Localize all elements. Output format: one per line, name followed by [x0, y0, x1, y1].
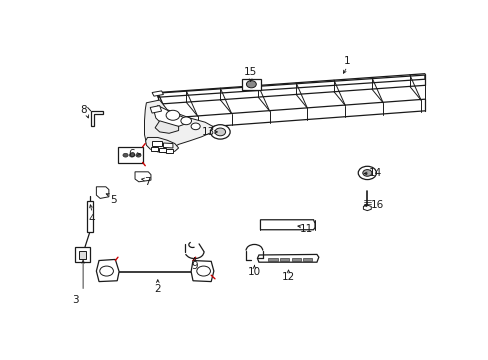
Circle shape [181, 117, 191, 125]
Bar [291, 258, 301, 261]
Circle shape [166, 110, 180, 120]
Polygon shape [145, 138, 178, 153]
Text: 7: 7 [144, 177, 150, 187]
Text: 14: 14 [368, 168, 382, 179]
Bar [87, 201, 93, 232]
Circle shape [215, 128, 225, 136]
Text: 6: 6 [128, 149, 134, 159]
Polygon shape [144, 100, 212, 151]
Circle shape [246, 81, 256, 88]
Circle shape [191, 123, 200, 130]
Polygon shape [96, 187, 109, 198]
Polygon shape [135, 172, 151, 182]
Circle shape [358, 166, 376, 180]
Text: 4: 4 [89, 214, 95, 224]
Text: 9: 9 [191, 261, 198, 271]
Polygon shape [152, 91, 163, 96]
Polygon shape [191, 261, 213, 282]
Polygon shape [158, 75, 424, 97]
Bar [118, 147, 142, 163]
Bar [79, 251, 86, 260]
Text: 15: 15 [244, 67, 257, 77]
Bar [159, 148, 165, 152]
Text: 10: 10 [247, 267, 261, 277]
Bar [241, 79, 261, 90]
Bar [279, 258, 288, 261]
Polygon shape [90, 111, 102, 126]
Circle shape [122, 153, 128, 157]
Text: 1: 1 [343, 56, 350, 66]
Bar [268, 258, 277, 261]
Polygon shape [96, 260, 119, 282]
Text: 11: 11 [300, 224, 313, 234]
Text: 2: 2 [154, 284, 161, 293]
Polygon shape [260, 220, 314, 230]
Polygon shape [155, 121, 178, 133]
Circle shape [129, 153, 134, 157]
Bar [75, 247, 90, 262]
Text: 8: 8 [80, 105, 86, 115]
Polygon shape [150, 105, 161, 113]
Circle shape [100, 266, 113, 276]
Text: 3: 3 [72, 296, 79, 305]
Polygon shape [152, 141, 161, 146]
Polygon shape [163, 143, 173, 148]
Circle shape [362, 170, 371, 176]
Text: 5: 5 [110, 195, 117, 205]
Polygon shape [154, 105, 186, 126]
Circle shape [136, 153, 141, 157]
Bar [302, 258, 311, 261]
Text: 16: 16 [370, 201, 384, 210]
Circle shape [210, 125, 230, 139]
Text: 13: 13 [201, 127, 214, 137]
Text: 12: 12 [281, 273, 295, 283]
Polygon shape [257, 255, 318, 262]
Polygon shape [363, 205, 370, 211]
Bar [151, 147, 158, 151]
Bar [166, 149, 173, 153]
Circle shape [196, 266, 210, 276]
